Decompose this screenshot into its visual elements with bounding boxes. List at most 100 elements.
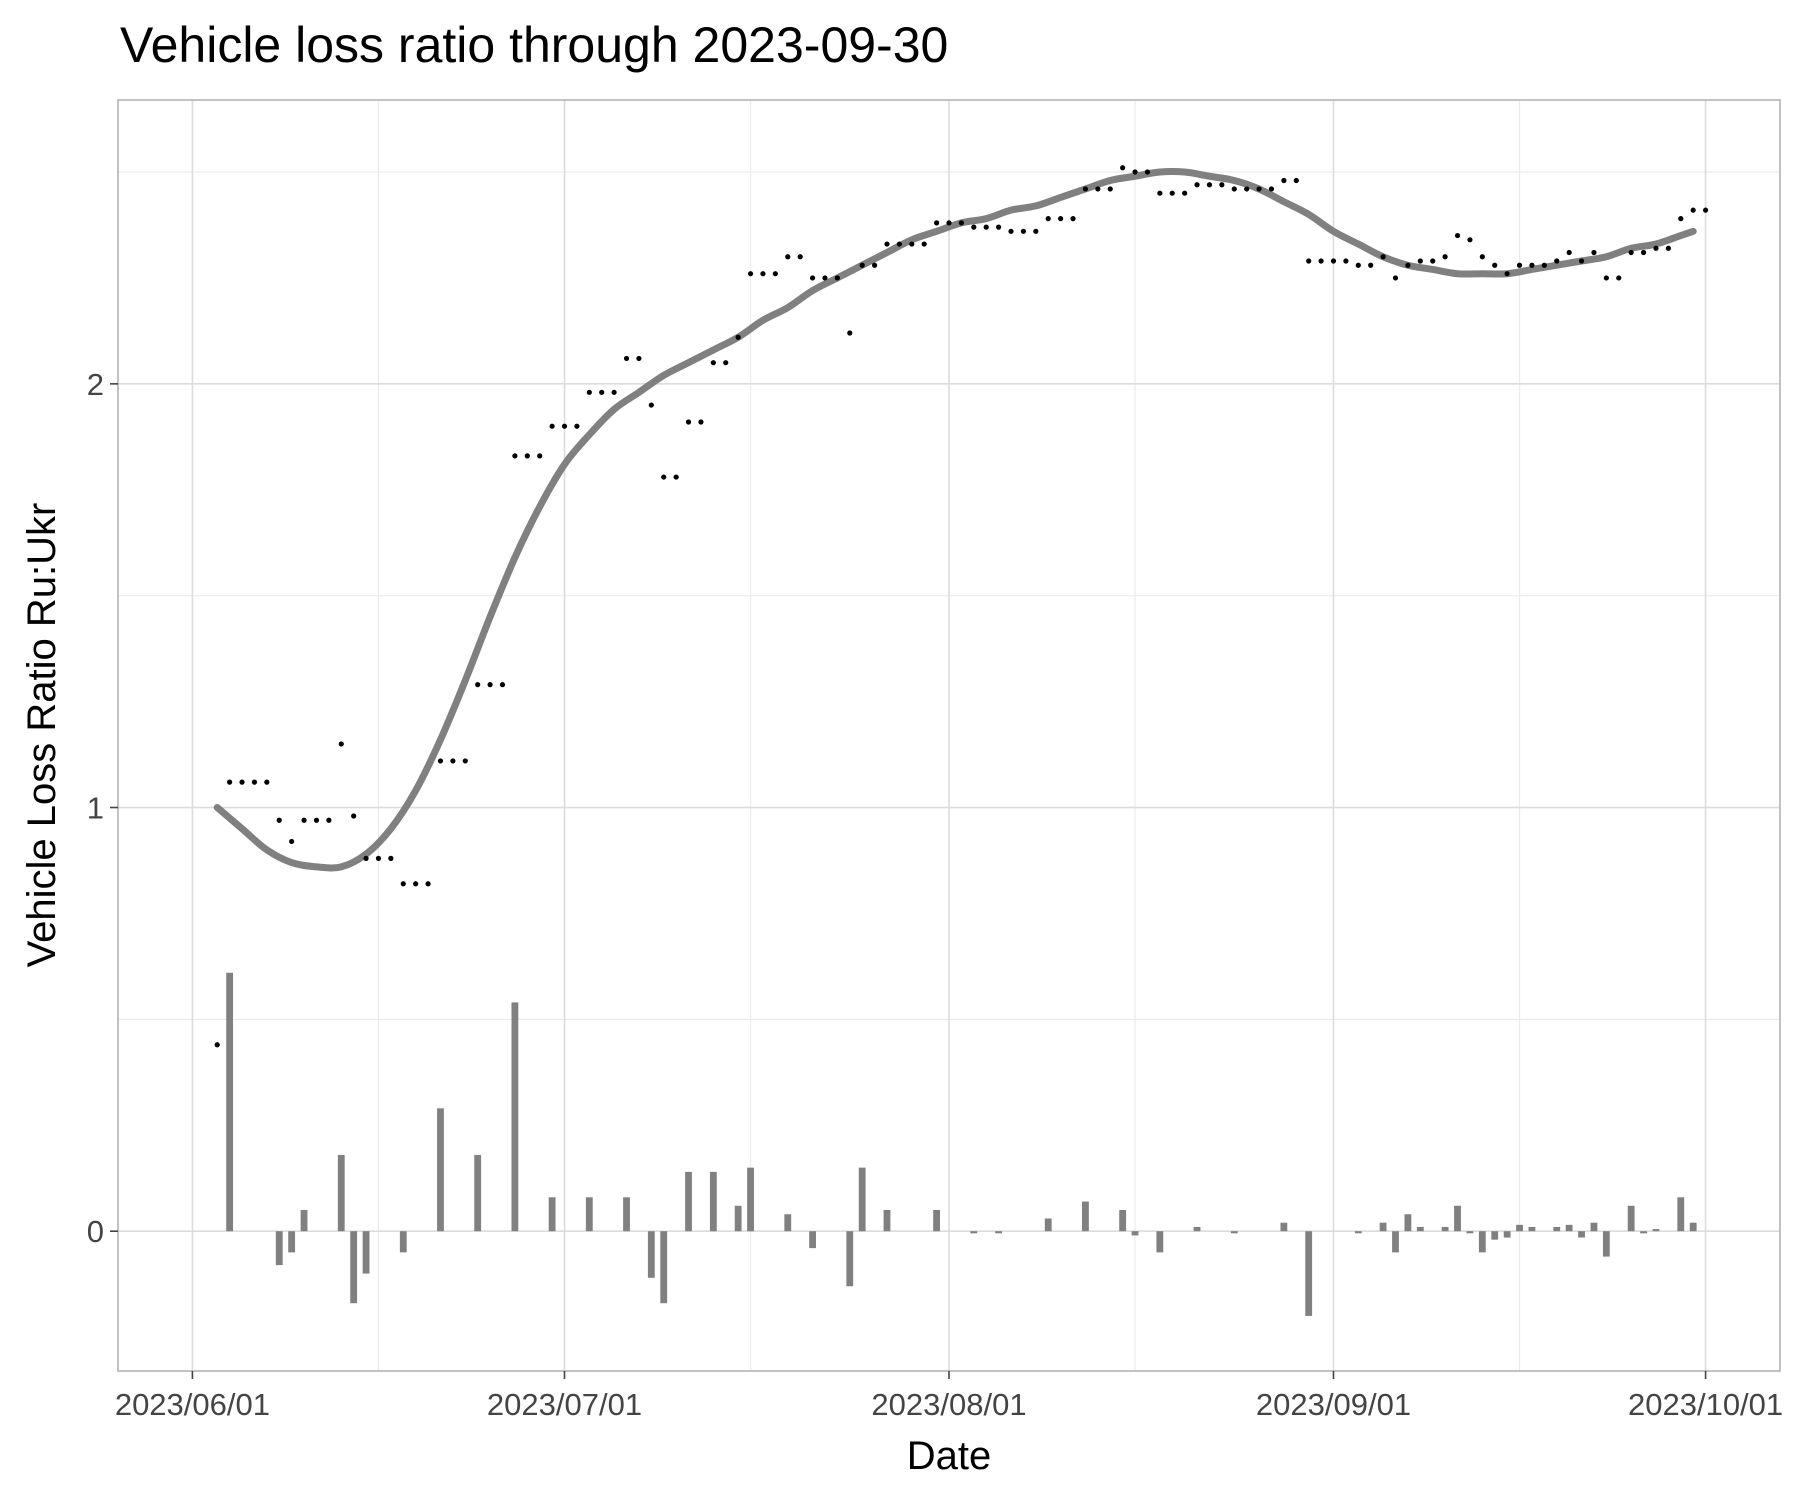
- data-point: [1467, 237, 1473, 243]
- bar: [784, 1214, 792, 1232]
- bar: [300, 1210, 308, 1232]
- data-point: [1479, 254, 1485, 260]
- bar: [1640, 1231, 1647, 1234]
- bar: [970, 1231, 978, 1234]
- data-point: [822, 275, 828, 281]
- data-point: [735, 334, 741, 340]
- data-point: [1095, 186, 1101, 192]
- data-point: [1616, 275, 1622, 281]
- data-point: [921, 241, 927, 247]
- data-point: [574, 423, 580, 429]
- bar: [1156, 1231, 1164, 1253]
- data-point: [1380, 254, 1386, 260]
- data-point: [313, 817, 320, 823]
- bar: [548, 1197, 556, 1232]
- data-point: [896, 241, 902, 247]
- bar: [474, 1154, 482, 1232]
- bar: [337, 1154, 345, 1232]
- bar: [1652, 1229, 1660, 1232]
- data-point: [338, 741, 344, 747]
- data-point: [1231, 186, 1237, 192]
- bar: [747, 1167, 754, 1232]
- point-series: [214, 165, 1709, 1048]
- data-point: [698, 419, 704, 425]
- data-point: [214, 1042, 220, 1048]
- data-point: [425, 881, 431, 887]
- data-point: [363, 855, 369, 861]
- bar: [1230, 1231, 1238, 1234]
- data-point: [1454, 232, 1461, 239]
- chart-title: Vehicle loss ratio through 2023-09-30: [120, 17, 948, 73]
- data-point: [351, 813, 357, 819]
- data-point: [1169, 190, 1175, 196]
- data-point: [499, 682, 506, 688]
- data-point: [747, 271, 754, 277]
- data-point: [933, 220, 940, 226]
- data-point: [685, 419, 692, 425]
- data-point: [871, 262, 878, 268]
- data-point: [1020, 228, 1027, 234]
- data-point: [946, 220, 952, 226]
- data-point: [710, 360, 716, 366]
- bar: [350, 1231, 358, 1304]
- data-point: [797, 254, 803, 260]
- data-point: [1033, 228, 1039, 234]
- bar: [1044, 1218, 1052, 1232]
- bar: [1119, 1210, 1127, 1232]
- bar: [846, 1231, 854, 1287]
- data-point: [1219, 182, 1225, 188]
- bar: [1677, 1197, 1685, 1232]
- bar: [275, 1231, 283, 1266]
- data-point: [301, 817, 307, 823]
- x-tick-label: 2023/06/01: [115, 1387, 270, 1422]
- data-point: [1653, 245, 1659, 251]
- bar: [1082, 1201, 1089, 1232]
- data-point: [450, 758, 456, 764]
- y-axis-title: Vehicle Loss Ratio Ru:Ukr: [20, 503, 64, 968]
- data-point: [1504, 271, 1510, 277]
- bar: [734, 1205, 742, 1232]
- bar: [1627, 1205, 1635, 1232]
- bar: [399, 1231, 407, 1253]
- data-point: [661, 474, 667, 480]
- bar: [1602, 1231, 1610, 1257]
- bar: [1528, 1226, 1536, 1232]
- data-point: [561, 423, 568, 429]
- x-tick-label: 2023/08/01: [871, 1387, 1026, 1422]
- data-point: [1392, 275, 1399, 281]
- data-point: [1306, 258, 1312, 264]
- bar: [1441, 1226, 1449, 1232]
- bar: [1478, 1231, 1486, 1253]
- data-point: [475, 682, 481, 688]
- data-point: [1330, 258, 1337, 264]
- data-point: [1554, 258, 1560, 264]
- data-point: [251, 779, 258, 785]
- data-point: [958, 220, 965, 226]
- bar: [809, 1231, 816, 1249]
- bar: [685, 1171, 692, 1232]
- bar: [437, 1108, 444, 1232]
- data-point: [413, 881, 419, 887]
- data-point: [1690, 207, 1696, 213]
- data-point: [1541, 262, 1547, 268]
- data-point: [1144, 169, 1151, 175]
- trend-line: [213, 167, 1697, 872]
- data-point: [586, 389, 592, 395]
- bar: [1454, 1205, 1461, 1232]
- y-axis: 0 1 2: [87, 367, 118, 1249]
- data-point: [1442, 254, 1448, 260]
- bar: [1503, 1231, 1511, 1238]
- bar: [1516, 1224, 1523, 1232]
- x-axis: 2023/06/01 2023/07/01 2023/08/01 2023/09/01…: [115, 1371, 1783, 1422]
- bar: [1131, 1231, 1139, 1236]
- data-point: [1628, 249, 1634, 256]
- bar: [1379, 1222, 1387, 1232]
- data-point: [524, 453, 530, 459]
- data-point: [437, 758, 444, 764]
- data-point: [785, 254, 791, 260]
- bar: [1193, 1226, 1201, 1232]
- data-point: [276, 817, 282, 823]
- data-point: [611, 389, 617, 395]
- data-point: [1368, 262, 1374, 268]
- data-point: [809, 275, 816, 281]
